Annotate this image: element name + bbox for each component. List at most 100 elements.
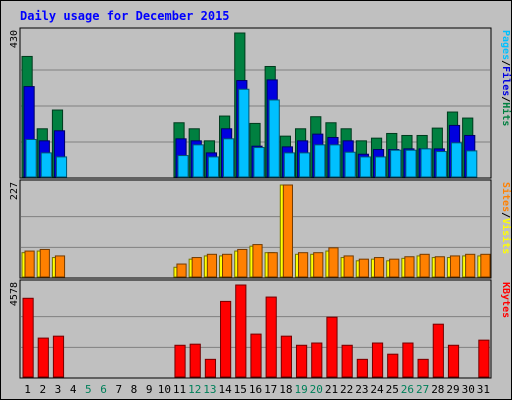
- pages-bar: [55, 156, 68, 178]
- day-3-bars: [52, 335, 65, 378]
- sites-bar: [404, 256, 415, 278]
- pages-bar: [435, 151, 447, 178]
- day-1-bars: [22, 297, 34, 378]
- day-27-bars: [416, 134, 432, 178]
- pages-bar: [374, 156, 387, 178]
- kbytes-bar: [402, 342, 414, 378]
- day-26-bars: [402, 342, 414, 378]
- day-label: 17: [264, 383, 277, 396]
- day-26-bars: [401, 134, 417, 178]
- legend-entry: /: [500, 60, 511, 66]
- day-31-bars: [478, 339, 490, 378]
- panel-legend: Sites/Visits: [500, 182, 512, 254]
- day-25-bars: [386, 132, 402, 178]
- day-15-bars: [235, 284, 247, 378]
- day-label: 25: [386, 383, 399, 396]
- legend-entry: Hits: [500, 102, 512, 126]
- day-21-bars: [326, 316, 338, 378]
- pages-bar: [177, 155, 189, 178]
- day-27-bars: [417, 358, 429, 378]
- day-24-bars: [370, 137, 387, 178]
- day-29-bars: [447, 344, 460, 378]
- pages-bar: [314, 144, 326, 178]
- day-29-bars: [446, 255, 461, 278]
- day-label: 26: [401, 383, 414, 396]
- sites-bar: [206, 253, 218, 278]
- sites-bar: [328, 247, 339, 278]
- day-label: 8: [131, 383, 138, 396]
- day-label: 30: [462, 383, 475, 396]
- day-17-bars: [265, 296, 277, 378]
- day-23-bars: [356, 358, 368, 378]
- day-3-bars: [51, 255, 66, 278]
- day-15-bars: [234, 248, 248, 278]
- day-label: 22: [340, 383, 353, 396]
- day-label: 12: [188, 383, 201, 396]
- pages-bar: [344, 151, 356, 178]
- day-label: 18: [279, 383, 292, 396]
- day-20-bars: [310, 116, 326, 178]
- legend-entry: /: [500, 96, 511, 102]
- day-1-bars: [21, 55, 37, 178]
- day-21-bars: [325, 247, 339, 278]
- chart-panel-1: 430 Pages/Files/Hits: [9, 27, 512, 179]
- kbytes-bar: [280, 335, 292, 378]
- day-label: 14: [218, 383, 232, 396]
- pages-bar: [223, 138, 235, 178]
- kbytes-bar: [295, 344, 308, 378]
- day-label: 7: [115, 383, 122, 396]
- sites-bar: [54, 255, 66, 278]
- day-26-bars: [401, 256, 415, 278]
- x-axis-day-labels: 1 2 3 4 5 6 7 8 9 10 11 12 13 14 15 16 17 18 19 20 21 22 23 24 2…: [24, 383, 490, 396]
- day-12-bars: [188, 128, 204, 178]
- day-27-bars: [416, 253, 430, 278]
- sites-bar: [237, 248, 248, 278]
- sites-bar: [449, 255, 461, 278]
- day-16-bars: [250, 333, 262, 378]
- sites-bar: [389, 258, 400, 278]
- pages-bar: [207, 156, 220, 178]
- day-13-bars: [203, 140, 220, 178]
- panel-legend: KBytes: [500, 282, 511, 318]
- kbytes-bar: [341, 344, 353, 378]
- day-16-bars: [249, 244, 263, 278]
- day-24-bars: [371, 342, 384, 378]
- day-label: 13: [203, 383, 216, 396]
- day-19-bars: [294, 128, 311, 178]
- day-label: 20: [310, 383, 323, 396]
- kbytes-bar: [250, 333, 262, 378]
- pages-bar: [25, 138, 37, 178]
- day-28-bars: [432, 323, 444, 378]
- day-1-bars: [21, 250, 35, 278]
- day-18-bars: [279, 184, 293, 278]
- sites-bar: [297, 252, 309, 278]
- day-23-bars: [355, 258, 369, 278]
- kbytes-bar: [37, 337, 49, 378]
- day-19-bars: [295, 344, 308, 378]
- pages-bar: [40, 152, 52, 178]
- legend-entry: Visits: [500, 218, 512, 254]
- legend-entry: KBytes: [500, 282, 511, 318]
- sites-bar: [343, 255, 354, 278]
- day-label: 28: [431, 383, 444, 396]
- panel-legend: Pages/Files/Hits: [500, 30, 512, 126]
- kbytes-bar: [371, 342, 384, 378]
- day-label: 2: [39, 383, 46, 396]
- pages-bar: [283, 152, 295, 178]
- day-label: 29: [446, 383, 459, 396]
- kbytes-bar: [356, 358, 368, 378]
- day-label: 24: [370, 383, 384, 396]
- kbytes-bar: [174, 344, 186, 378]
- pages-bar: [253, 147, 265, 178]
- day-2-bars: [36, 128, 52, 178]
- kbytes-bar: [235, 284, 247, 378]
- day-20-bars: [311, 342, 323, 378]
- sites-bar: [373, 257, 385, 278]
- day-label: 3: [55, 383, 62, 396]
- day-label: 19: [294, 383, 307, 396]
- day-label: 4: [70, 383, 77, 396]
- legend-entry: Files: [500, 66, 512, 96]
- legend-entry: Sites: [500, 182, 512, 212]
